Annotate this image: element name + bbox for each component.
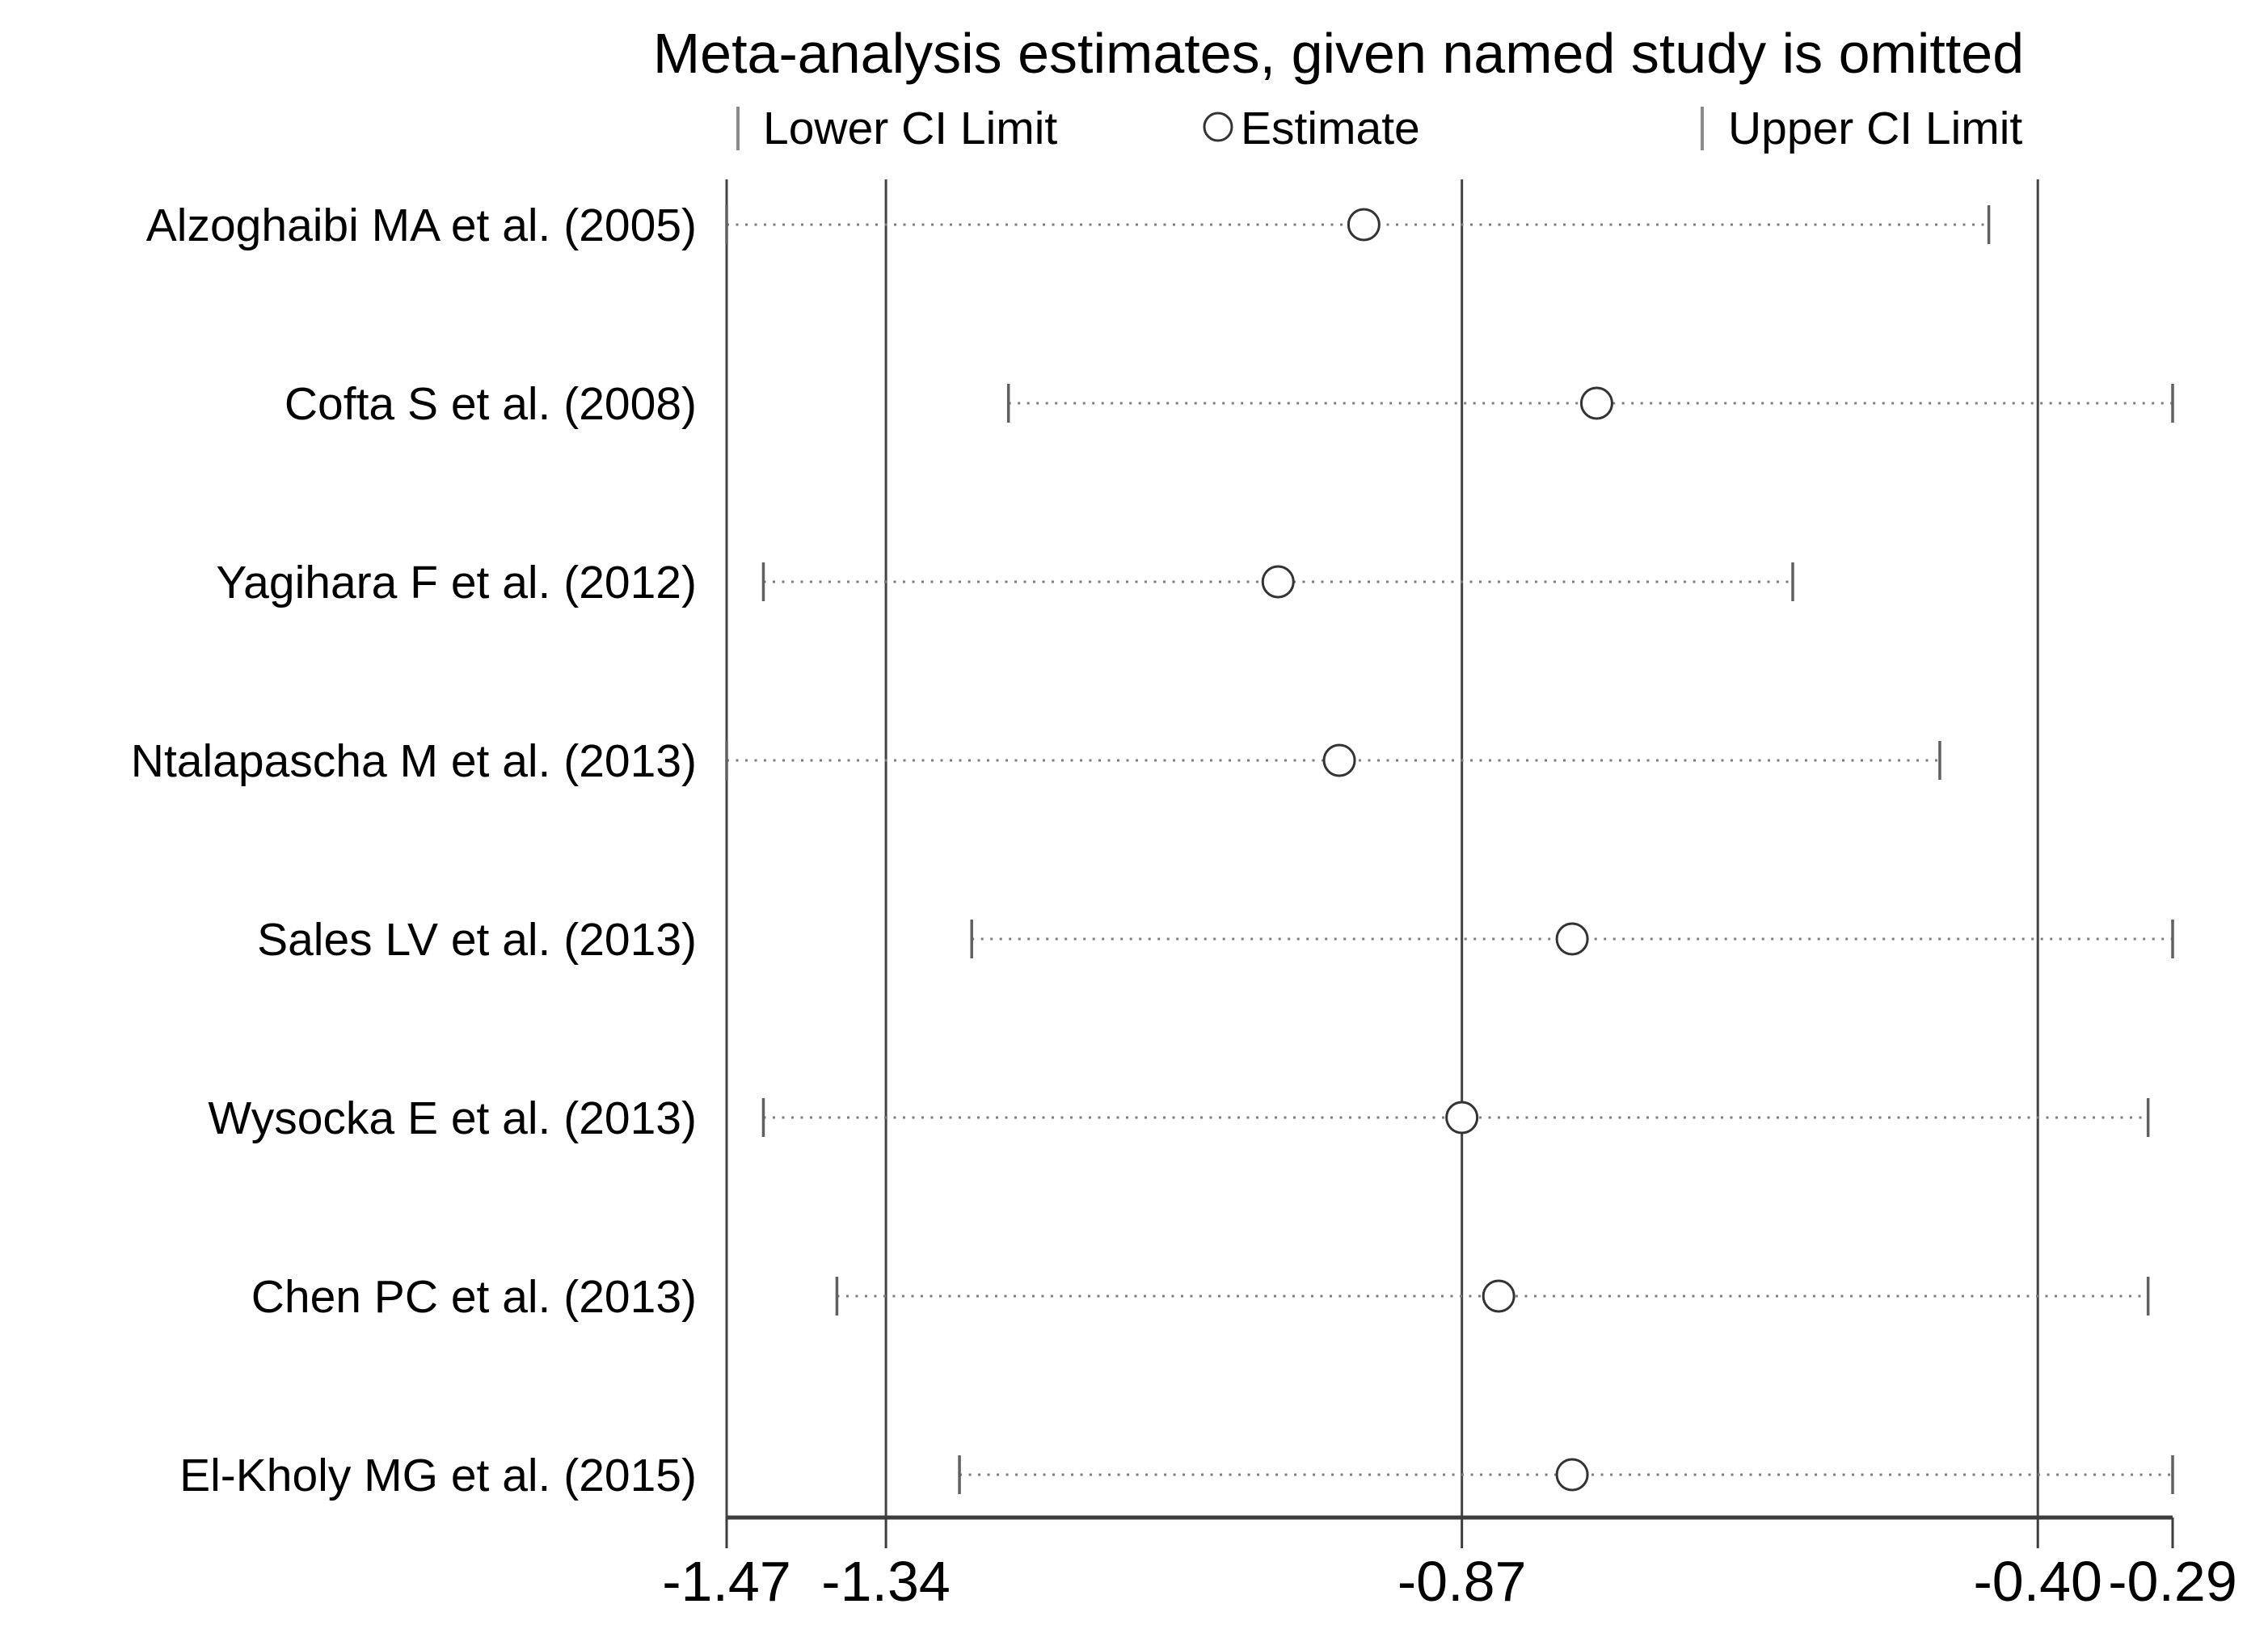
study-label: Wysocka E et al. (2013)	[208, 1092, 697, 1144]
estimate-marker	[1261, 565, 1295, 599]
legend-upper-label: Upper CI Limit	[1728, 103, 2022, 154]
estimate-marker	[1347, 208, 1381, 242]
estimate-marker	[1322, 743, 1356, 777]
study-label: Alzoghaibi MA et al. (2005)	[146, 200, 697, 251]
chart-title: Meta-analysis estimates, given named stu…	[653, 22, 2024, 85]
study-label: Yagihara F et al. (2012)	[216, 557, 697, 608]
study-label: El-Kholy MG et al. (2015)	[179, 1450, 697, 1501]
legend-estimate-label: Estimate	[1241, 103, 1420, 154]
x-axis-tick-label: -0.29	[2108, 1550, 2237, 1613]
legend: Lower CI Limit Estimate Upper CI Limit	[736, 103, 2022, 154]
estimate-marker	[1579, 386, 1613, 420]
study-label: Chen PC et al. (2013)	[251, 1271, 697, 1323]
study-label: Ntalapascha M et al. (2013)	[131, 735, 697, 787]
estimate-marker	[1482, 1279, 1516, 1313]
study-label: Cofta S et al. (2008)	[285, 378, 697, 430]
x-axis-tick-label: -0.87	[1397, 1550, 1527, 1613]
estimate-marker	[1555, 922, 1589, 956]
plot-body: Alzoghaibi MA et al. (2005) Cofta S et al…	[131, 179, 2237, 1613]
x-axis-tick-label: -0.40	[1973, 1550, 2102, 1613]
study-label: Sales LV et al. (2013)	[257, 914, 697, 966]
estimate-marker	[1555, 1458, 1589, 1492]
x-axis-tick-label: -1.34	[821, 1550, 951, 1613]
x-axis-tick-label: -1.47	[662, 1550, 791, 1613]
estimate-circle-icon	[1203, 112, 1233, 142]
estimate-marker	[1445, 1101, 1479, 1135]
legend-lower-label: Lower CI Limit	[763, 103, 1057, 154]
